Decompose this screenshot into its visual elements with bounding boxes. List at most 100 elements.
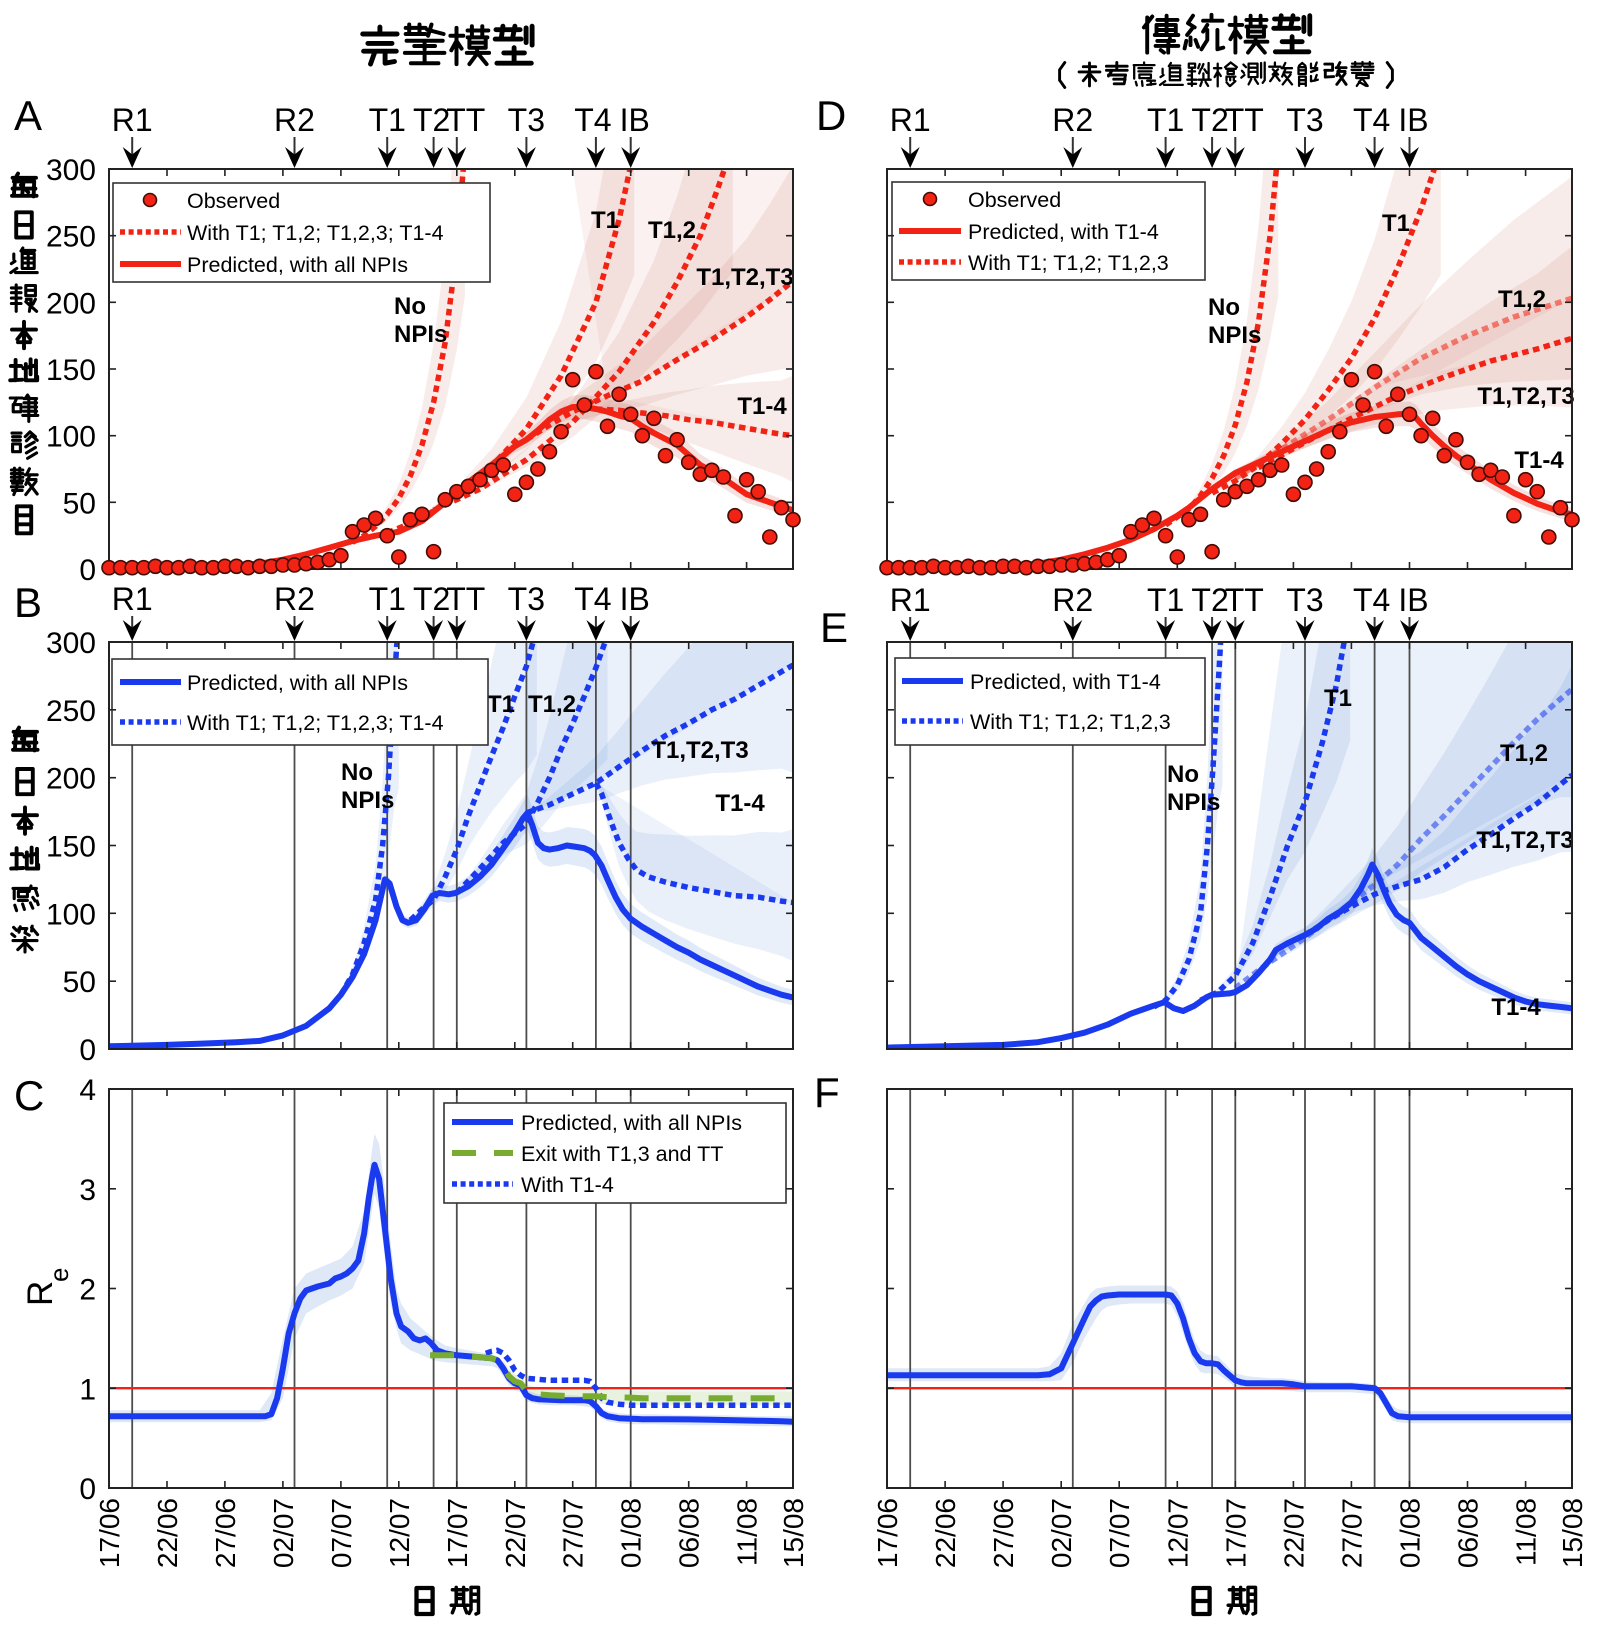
svg-text:With T1; T1,2; T1,2,3; T1-4: With T1; T1,2; T1,2,3; T1-4 [187,221,444,245]
svg-text:250: 250 [46,221,96,254]
svg-text:R2: R2 [1052,582,1093,618]
svg-text:R2: R2 [274,102,315,138]
svg-text:T2: T2 [413,581,450,617]
svg-text:No: No [1167,761,1199,788]
svg-text:Observed: Observed [968,188,1061,212]
svg-text:TT: TT [1225,102,1264,138]
svg-text:300: 300 [46,627,96,660]
svg-text:11/08: 11/08 [732,1498,763,1566]
svg-text:T1: T1 [1147,102,1184,138]
svg-text:T2: T2 [413,102,450,138]
svg-text:IB: IB [620,102,650,138]
svg-text:T1,2: T1,2 [528,691,576,718]
svg-text:22/07: 22/07 [500,1498,531,1568]
svg-text:NPIs: NPIs [394,321,447,348]
svg-text:01/08: 01/08 [1394,1498,1425,1568]
svg-text:06/08: 06/08 [674,1498,705,1568]
svg-text:Predicted, with all NPIs: Predicted, with all NPIs [187,253,408,277]
svg-text:Observed: Observed [187,189,280,213]
svg-text:T4: T4 [1353,102,1390,138]
svg-text:1: 1 [79,1373,96,1406]
svg-text:C: C [14,1072,44,1119]
svg-text:T1: T1 [369,581,406,617]
svg-text:50: 50 [63,966,96,999]
svg-text:NPIs: NPIs [1208,322,1261,349]
svg-text:22/06: 22/06 [930,1498,961,1568]
svg-text:T1: T1 [369,102,406,138]
svg-text:T1,T2,T3: T1,T2,T3 [696,264,793,291]
svg-text:R2: R2 [274,581,315,617]
svg-text:R1: R1 [112,102,153,138]
svg-text:27/07: 27/07 [558,1498,589,1568]
svg-text:With T1-4: With T1-4 [521,1173,614,1197]
svg-text:With T1; T1,2; T1,2,3; T1-4: With T1; T1,2; T1,2,3; T1-4 [187,711,444,735]
svg-text:No: No [1208,294,1240,321]
svg-text:T1: T1 [591,207,619,234]
svg-text:15/08: 15/08 [1557,1498,1588,1568]
svg-text:T1,T2,T3: T1,T2,T3 [1476,827,1573,854]
svg-text:02/07: 02/07 [1046,1498,1077,1568]
svg-text:No: No [394,293,426,320]
svg-text:100: 100 [46,421,96,454]
svg-text:T1-4: T1-4 [1491,994,1541,1021]
svg-text:T1: T1 [487,691,515,718]
svg-text:NPIs: NPIs [1167,789,1220,816]
svg-text:R1: R1 [890,582,931,618]
svg-text:T3: T3 [508,581,545,617]
svg-text:01/08: 01/08 [616,1498,647,1568]
svg-text:17/06: 17/06 [94,1498,125,1568]
svg-text:T3: T3 [1286,582,1323,618]
svg-text:T1,T2,T3: T1,T2,T3 [1477,383,1574,410]
svg-text:D: D [816,92,846,139]
svg-text:300: 300 [46,154,96,187]
svg-text:250: 250 [46,695,96,728]
svg-text:11/08: 11/08 [1511,1498,1542,1566]
svg-text:F: F [814,1069,840,1116]
svg-text:TT: TT [1225,582,1264,618]
svg-text:IB: IB [1398,102,1428,138]
svg-text:17/06: 17/06 [872,1498,903,1568]
svg-text:T3: T3 [508,102,545,138]
svg-text:T3: T3 [1286,102,1323,138]
svg-text:200: 200 [46,287,96,320]
svg-text:E: E [820,604,848,651]
svg-text:e: e [44,1268,74,1282]
svg-text:T1,2: T1,2 [648,217,696,244]
svg-text:150: 150 [46,354,96,387]
svg-text:T1: T1 [1382,210,1410,237]
svg-text:T2: T2 [1191,102,1228,138]
svg-text:TT: TT [446,581,485,617]
svg-text:4: 4 [79,1074,96,1107]
svg-text:With T1; T1,2; T1,2,3: With T1; T1,2; T1,2,3 [968,251,1169,275]
svg-text:50: 50 [63,487,96,520]
svg-text:TT: TT [446,102,485,138]
svg-text:27/06: 27/06 [210,1498,241,1568]
svg-text:17/07: 17/07 [442,1498,473,1568]
svg-text:T1-4: T1-4 [715,790,765,817]
svg-text:T4: T4 [574,581,611,617]
svg-text:3: 3 [79,1174,96,1207]
svg-text:R2: R2 [1052,102,1093,138]
svg-text:07/07: 07/07 [326,1498,357,1568]
svg-text:Predicted, with T1-4: Predicted, with T1-4 [968,220,1159,244]
svg-text:0: 0 [79,554,96,587]
svg-text:06/08: 06/08 [1453,1498,1484,1568]
svg-text:With T1; T1,2; T1,2,3: With T1; T1,2; T1,2,3 [970,710,1171,734]
svg-text:0: 0 [79,1473,96,1506]
svg-text:A: A [14,92,42,139]
svg-text:200: 200 [46,763,96,796]
svg-text:Exit with T1,3 and TT: Exit with T1,3 and TT [521,1142,723,1166]
svg-text:17/07: 17/07 [1220,1498,1251,1568]
svg-text:T1-4: T1-4 [737,393,787,420]
svg-text:T4: T4 [574,102,611,138]
svg-text:100: 100 [46,898,96,931]
svg-text:T4: T4 [1353,582,1390,618]
svg-text:Predicted, with T1-4: Predicted, with T1-4 [970,670,1161,694]
svg-text:R1: R1 [890,102,931,138]
svg-text:Predicted, with all NPIs: Predicted, with all NPIs [521,1111,742,1135]
svg-text:12/07: 12/07 [1162,1498,1193,1568]
svg-text:150: 150 [46,831,96,864]
svg-text:R: R [21,1281,60,1306]
svg-text:Predicted, with all NPIs: Predicted, with all NPIs [187,671,408,695]
svg-text:T1,2: T1,2 [1498,286,1546,313]
